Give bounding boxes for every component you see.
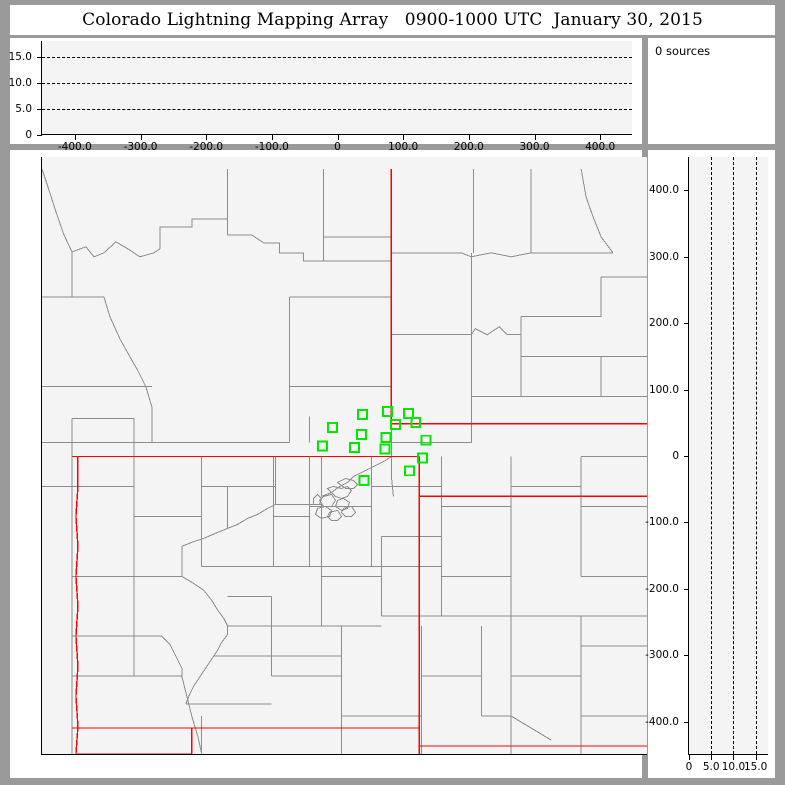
right-y-tick	[684, 190, 689, 192]
top-x-tick	[140, 135, 142, 140]
map-vector-layer	[42, 168, 647, 754]
map-y-tick	[41, 722, 42, 723]
map-y-tick	[41, 390, 42, 391]
right-x-tick-label: 5.0	[702, 761, 720, 773]
top-y-tick	[37, 108, 42, 110]
right-gridline	[711, 157, 713, 754]
top-y-tick-label: 10.0	[8, 76, 32, 89]
state-boundaries	[71, 168, 647, 754]
right-y-tick-label: 0	[672, 450, 679, 462]
map-y-tick	[41, 190, 42, 191]
top-x-tick	[206, 135, 208, 140]
top-gridline	[42, 56, 632, 58]
lightning-source-marker	[382, 406, 394, 418]
plan-view-map-plot-area[interactable]: -400.0-300.0-200.0-100.00100.0200.0300.0…	[41, 157, 647, 755]
right-y-tick	[684, 389, 689, 391]
lightning-source-marker	[410, 416, 422, 428]
top-y-tick	[37, 135, 42, 136]
top-x-tick	[271, 135, 273, 140]
lightning-source-marker	[358, 475, 370, 487]
right-y-tick	[684, 655, 689, 657]
top-x-tick-label: 0	[334, 141, 341, 153]
map-y-tick	[41, 323, 42, 324]
top-x-tick	[403, 135, 405, 140]
title-bar: Colorado Lightning Mapping Array 0900-10…	[10, 5, 775, 35]
lightning-source-marker	[349, 442, 361, 454]
right-x-tick	[755, 755, 757, 760]
lightning-source-marker	[357, 408, 369, 420]
altitude-vs-north-panel: -400.0 -300.0 -200.0 -100.0 0 100.0 200.0 300.0…	[645, 150, 775, 778]
lightning-source-marker	[402, 408, 414, 420]
right-y-tick	[684, 588, 689, 590]
page-title: Colorado Lightning Mapping Array 0900-10…	[82, 10, 703, 30]
lightning-source-marker	[404, 465, 416, 477]
top-x-tick	[600, 135, 602, 140]
map-y-tick	[41, 522, 42, 523]
map-y-tick	[41, 456, 42, 457]
top-gridline	[42, 108, 632, 110]
map-y-tick	[41, 257, 42, 258]
lightning-source-marker	[380, 432, 392, 444]
top-gridline	[42, 82, 632, 84]
right-x-tick	[711, 755, 713, 760]
lightning-source-markers	[316, 406, 432, 487]
top-y-tick	[37, 56, 42, 58]
right-x-tick-label: 10.0	[721, 761, 746, 773]
top-x-tick	[468, 135, 470, 140]
lightning-source-marker	[316, 440, 328, 452]
top-y-tick	[37, 82, 42, 84]
lightning-source-marker	[379, 443, 391, 455]
right-y-tick	[684, 323, 689, 325]
lightning-source-marker	[420, 434, 432, 446]
lightning-source-marker	[355, 428, 367, 440]
right-y-tick-label: 300.0	[648, 250, 679, 263]
right-y-tick-label: 200.0	[648, 317, 679, 330]
top-y-tick-label: 5.0	[15, 102, 32, 115]
sources-count-panel: 0 sources	[648, 38, 775, 144]
right-x-tick	[689, 755, 690, 760]
right-y-tick-label: -300.0	[645, 649, 679, 662]
altitude-vs-north-plot-area[interactable]: -400.0 -300.0 -200.0 -100.0 0 100.0 200.0 300.0…	[645, 157, 768, 773]
right-y-tick-label: 100.0	[648, 383, 679, 396]
right-gridline	[733, 157, 735, 754]
right-y-tick-label: -400.0	[645, 715, 679, 728]
right-y-tick	[684, 256, 689, 258]
map-y-tick	[41, 589, 42, 590]
plan-view-map-panel: -400.0-300.0-200.0-100.00100.0200.0300.0…	[10, 150, 647, 778]
top-x-tick	[534, 135, 536, 140]
right-x-tick	[733, 755, 735, 760]
top-x-tick	[337, 135, 339, 140]
altitude-vs-east-plot-area[interactable]: 0 5.0 10.0 15.0 -400.0 -300.0 -200.0 -100.0 0 10…	[9, 41, 632, 153]
right-y-tick	[684, 456, 689, 457]
right-y-tick	[684, 721, 689, 723]
right-x-tick-label: 15.0	[743, 761, 768, 773]
right-y-tick-label: -100.0	[645, 516, 679, 529]
top-y-tick-label: 0	[25, 129, 32, 141]
lightning-source-marker	[390, 418, 402, 430]
right-y-tick-label: 400.0	[648, 184, 679, 197]
map-y-tick	[41, 655, 42, 656]
lightning-source-marker	[326, 422, 338, 434]
right-y-tick-label: -200.0	[645, 582, 679, 595]
altitude-vs-east-panel: 0 5.0 10.0 15.0 -400.0 -300.0 -200.0 -100.0 0 10…	[9, 38, 642, 153]
right-x-tick-label: 0	[685, 761, 693, 773]
top-y-tick-label: 15.0	[8, 50, 32, 63]
county-boundaries	[42, 168, 647, 754]
top-x-tick	[74, 135, 76, 140]
sources-count-label: 0 sources	[655, 44, 711, 58]
lightning-source-marker	[416, 452, 428, 464]
right-gridline	[755, 157, 757, 754]
right-y-tick	[684, 522, 689, 524]
